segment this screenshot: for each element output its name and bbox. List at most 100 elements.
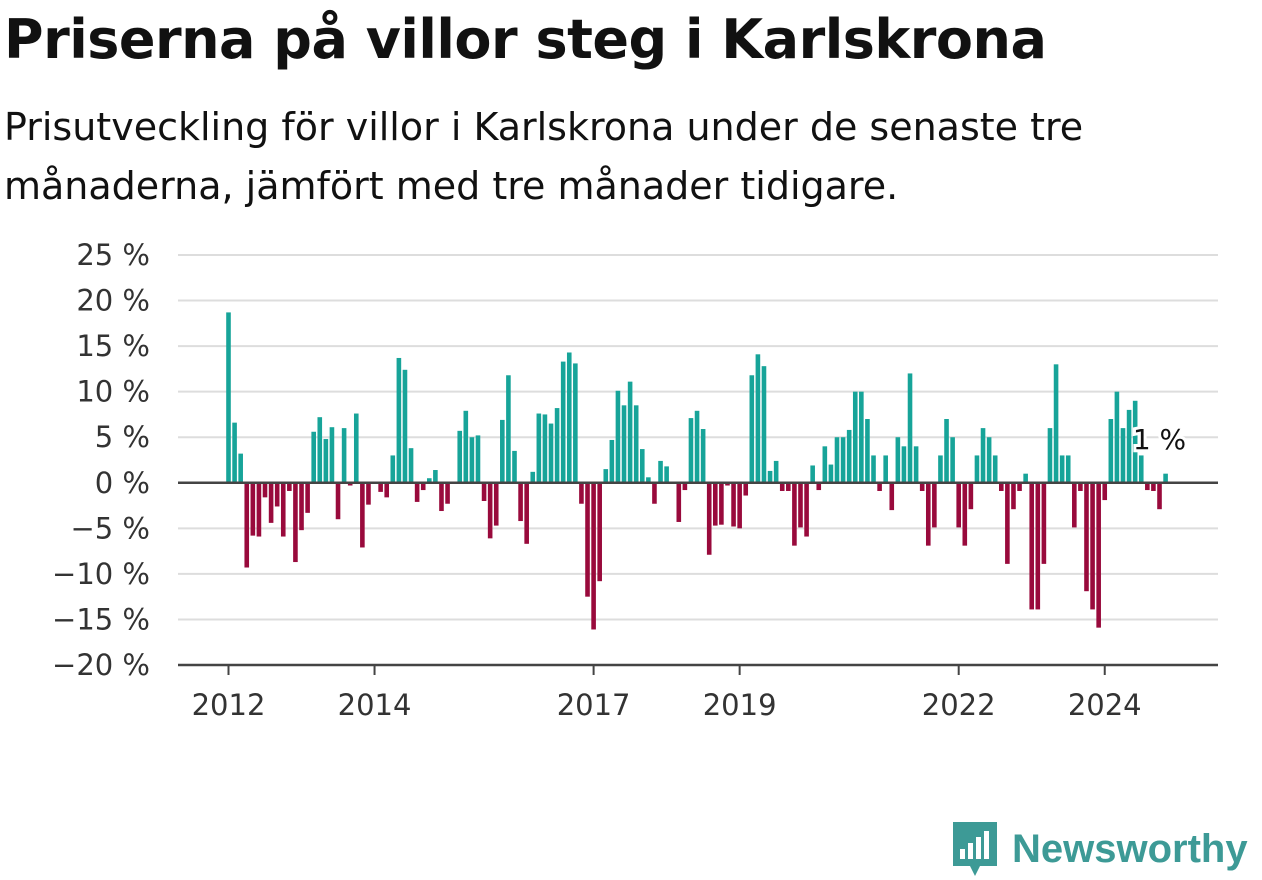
- bar: [859, 391, 864, 483]
- bar: [755, 354, 761, 483]
- bar: [633, 405, 639, 483]
- bar: [1138, 455, 1144, 483]
- bar: [360, 482, 365, 548]
- bar: [938, 455, 943, 483]
- bar: [1029, 482, 1035, 610]
- x-tick-label: 2012: [192, 688, 266, 722]
- bar: [792, 482, 797, 546]
- bar: [1059, 455, 1065, 483]
- bar: [646, 477, 651, 483]
- bar: [834, 437, 840, 483]
- bar: [481, 482, 487, 501]
- bar: [250, 482, 256, 536]
- bar: [627, 381, 633, 483]
- bar: [828, 464, 834, 483]
- bar: [773, 460, 779, 483]
- bar: [274, 482, 280, 507]
- y-tick-label: 20 %: [76, 284, 150, 318]
- bar: [913, 446, 919, 483]
- bar: [1041, 482, 1047, 564]
- bar: [676, 482, 682, 522]
- bar: [530, 471, 536, 483]
- bar: [353, 413, 359, 483]
- bar: [1078, 482, 1083, 491]
- bar: [1047, 428, 1053, 483]
- bar: [615, 390, 621, 483]
- bar: [244, 482, 250, 568]
- bar: [713, 482, 718, 526]
- bar: [932, 482, 937, 528]
- bar: [658, 460, 663, 483]
- bar: [1145, 482, 1150, 491]
- bar: [287, 482, 292, 491]
- bar: [591, 482, 596, 630]
- bar: [609, 439, 615, 483]
- bar: [390, 455, 396, 483]
- bar: [652, 482, 657, 504]
- newsworthy-logo-icon: [953, 822, 997, 876]
- x-tick-label: 2022: [922, 688, 996, 722]
- x-tick-label: 2014: [338, 688, 412, 722]
- bar: [804, 482, 809, 537]
- bar: [293, 482, 298, 563]
- y-tick-label: 25 %: [76, 238, 150, 272]
- bar: [512, 450, 517, 483]
- bar: [944, 419, 949, 483]
- bar: [1102, 482, 1108, 501]
- latest-value-label: 1 %: [1133, 423, 1186, 456]
- bar: [1011, 482, 1016, 510]
- bar: [688, 418, 694, 483]
- bar: [682, 482, 688, 491]
- x-tick-label: 2019: [703, 688, 777, 722]
- bar: [694, 410, 700, 483]
- y-tick-label: 5 %: [95, 420, 150, 454]
- y-tick-label: 0 %: [95, 466, 150, 500]
- bar: [846, 429, 852, 483]
- bar: [603, 469, 609, 483]
- bar: [974, 455, 980, 483]
- bar: [566, 352, 572, 483]
- bar: [865, 419, 870, 483]
- bar: [1132, 400, 1138, 483]
- bar: [280, 482, 286, 537]
- bar: [226, 312, 231, 483]
- bar: [725, 482, 730, 486]
- bar: [378, 482, 383, 492]
- bar: [414, 482, 420, 502]
- bar: [968, 482, 974, 510]
- bar: [706, 482, 712, 555]
- newsworthy-logo[interactable]: Newsworthy: [950, 818, 1248, 880]
- bar: [299, 482, 304, 531]
- bar: [1090, 482, 1095, 610]
- bar: [238, 453, 243, 483]
- bar: [1120, 428, 1126, 483]
- chart-axes: [178, 481, 1218, 675]
- bar: [999, 482, 1004, 491]
- bar: [439, 482, 444, 512]
- bar: [542, 414, 548, 483]
- bar: [1157, 482, 1162, 510]
- bar: [536, 413, 542, 483]
- x-tick-label: 2017: [557, 688, 631, 722]
- x-tick-label: 2024: [1068, 688, 1142, 722]
- bar: [256, 482, 262, 537]
- bar: [895, 437, 901, 483]
- bar: [889, 482, 895, 511]
- bar: [1035, 482, 1041, 610]
- bar: [901, 446, 907, 483]
- bar: [992, 455, 998, 483]
- bar: [1065, 455, 1071, 483]
- bar: [664, 466, 669, 483]
- bar: [877, 482, 882, 491]
- bar: [262, 482, 268, 498]
- bar: [1108, 419, 1114, 483]
- bar: [956, 482, 961, 528]
- bar: [816, 482, 822, 491]
- bar: [743, 482, 749, 496]
- bar: [1084, 482, 1089, 592]
- bar: [548, 423, 554, 483]
- bar: [518, 482, 523, 522]
- bar: [798, 482, 803, 528]
- bar: [305, 482, 310, 513]
- bar: [311, 431, 316, 483]
